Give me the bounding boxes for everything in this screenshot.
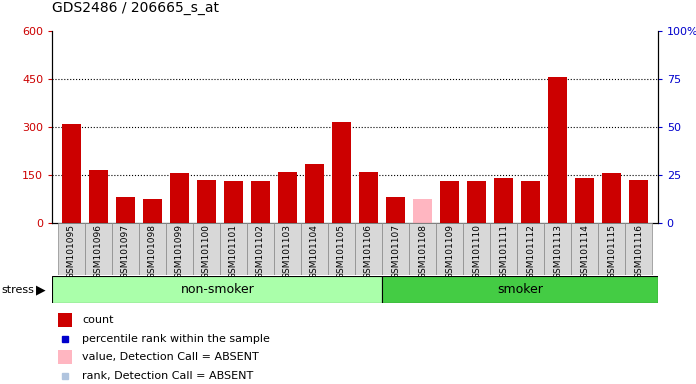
Bar — [278, 172, 296, 223]
Text: ▶: ▶ — [36, 283, 46, 296]
Text: GSM101106: GSM101106 — [364, 224, 373, 279]
Bar — [143, 199, 161, 223]
Bar — [467, 181, 486, 223]
Text: GSM101104: GSM101104 — [310, 224, 319, 279]
Bar — [247, 223, 274, 275]
Bar — [332, 122, 351, 223]
Bar — [88, 170, 108, 223]
Text: GSM101102: GSM101102 — [256, 224, 265, 279]
Text: value, Detection Call = ABSENT: value, Detection Call = ABSENT — [82, 352, 259, 362]
Text: GSM101112: GSM101112 — [526, 224, 535, 279]
Bar — [62, 124, 81, 223]
Bar — [599, 223, 625, 275]
Bar — [576, 178, 594, 223]
Bar — [383, 276, 658, 303]
Text: GSM101098: GSM101098 — [148, 224, 157, 279]
Bar — [463, 223, 490, 275]
Bar — [224, 181, 243, 223]
Text: GSM101101: GSM101101 — [229, 224, 238, 279]
Bar — [58, 313, 72, 327]
Text: GSM101105: GSM101105 — [337, 224, 346, 279]
Bar — [111, 223, 139, 275]
Bar — [139, 223, 166, 275]
Bar — [251, 181, 270, 223]
Bar — [170, 173, 189, 223]
Text: GSM101108: GSM101108 — [418, 224, 427, 279]
Bar — [521, 181, 540, 223]
Bar — [197, 180, 216, 223]
Text: GSM101095: GSM101095 — [67, 224, 76, 279]
Bar — [52, 276, 383, 303]
Text: GSM101107: GSM101107 — [391, 224, 400, 279]
Text: GSM101113: GSM101113 — [553, 224, 562, 279]
Text: GSM101109: GSM101109 — [445, 224, 454, 279]
Text: GDS2486 / 206665_s_at: GDS2486 / 206665_s_at — [52, 2, 219, 15]
Text: non-smoker: non-smoker — [180, 283, 254, 296]
Bar — [328, 223, 355, 275]
Bar — [517, 223, 544, 275]
Bar — [301, 223, 328, 275]
Bar — [116, 197, 134, 223]
Bar — [166, 223, 193, 275]
Bar — [571, 223, 599, 275]
Bar — [490, 223, 517, 275]
Bar — [85, 223, 111, 275]
Bar — [355, 223, 382, 275]
Bar — [409, 223, 436, 275]
Text: GSM101115: GSM101115 — [608, 224, 616, 279]
Bar — [602, 173, 622, 223]
Text: GSM101096: GSM101096 — [94, 224, 102, 279]
Text: stress: stress — [1, 285, 34, 295]
Bar — [220, 223, 247, 275]
Bar — [58, 350, 72, 364]
Text: GSM101099: GSM101099 — [175, 224, 184, 279]
Text: GSM101100: GSM101100 — [202, 224, 211, 279]
Bar — [494, 178, 513, 223]
Text: GSM101114: GSM101114 — [580, 224, 590, 279]
Bar — [359, 172, 378, 223]
Text: GSM101111: GSM101111 — [499, 224, 508, 279]
Bar — [382, 223, 409, 275]
Text: count: count — [82, 315, 114, 325]
Bar — [193, 223, 220, 275]
Bar — [629, 180, 648, 223]
Bar — [625, 223, 652, 275]
Bar — [548, 77, 567, 223]
Text: rank, Detection Call = ABSENT: rank, Detection Call = ABSENT — [82, 371, 254, 381]
Bar — [436, 223, 463, 275]
Bar — [440, 181, 459, 223]
Bar — [274, 223, 301, 275]
Bar — [58, 223, 85, 275]
Text: GSM101103: GSM101103 — [283, 224, 292, 279]
Bar — [386, 197, 405, 223]
Text: GSM101116: GSM101116 — [634, 224, 643, 279]
Text: GSM101097: GSM101097 — [120, 224, 129, 279]
Bar — [544, 223, 571, 275]
Bar — [413, 199, 432, 223]
Text: GSM101110: GSM101110 — [472, 224, 481, 279]
Text: percentile rank within the sample: percentile rank within the sample — [82, 334, 270, 344]
Text: smoker: smoker — [497, 283, 543, 296]
Bar — [305, 164, 324, 223]
